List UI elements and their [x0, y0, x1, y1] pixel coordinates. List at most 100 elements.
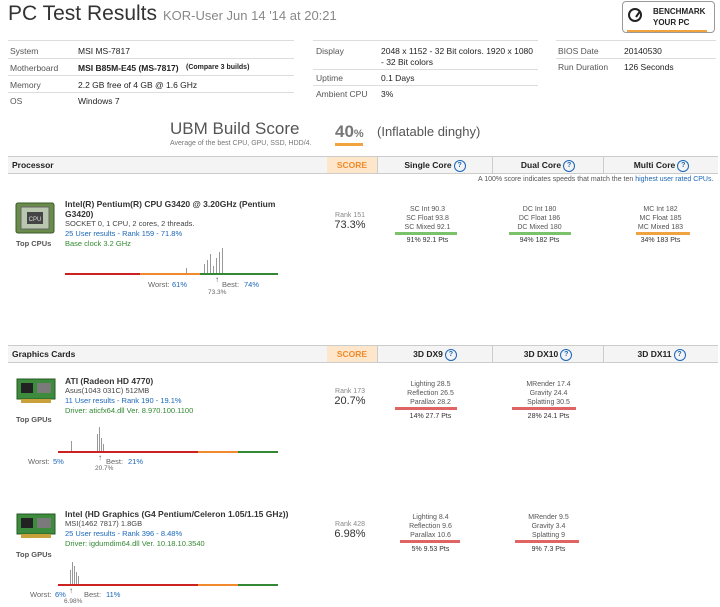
cpu-chip-icon: CPU: [15, 201, 55, 235]
dist-bar: [74, 566, 75, 584]
gpu-name[interactable]: Intel (HD Graphics (G4 Pentium/Celeron 1…: [65, 509, 289, 519]
cpu-name-2[interactable]: G3420): [65, 209, 94, 219]
dx9-header: 3D DX9?: [377, 346, 492, 362]
sc-float: SC Float 93.8: [406, 215, 449, 222]
gpu-best-value[interactable]: 21%: [128, 457, 144, 466]
dist-bar: [186, 268, 187, 273]
gpu-rank: Rank 173: [335, 388, 365, 395]
divider: [8, 40, 294, 41]
dx11-header: 3D DX11?: [603, 346, 719, 362]
dc-int: DC Int 180: [522, 206, 557, 213]
multi-core-points: 34% 183 Pts: [640, 237, 681, 244]
gpu-user-results-link[interactable]: 11 User results - Rank 190 - 19.1%: [65, 396, 182, 405]
note-suffix: .: [711, 176, 714, 183]
ambient-cpu-value: 3%: [381, 89, 394, 99]
score-column-header: SCORE: [327, 346, 377, 362]
divider: [8, 75, 294, 76]
divider: [313, 69, 538, 70]
dx9-lighting: Lighting 8.4: [412, 514, 449, 521]
uptime-value: 0.1 Days: [381, 73, 415, 83]
dual-core-header: Dual Core?: [492, 157, 603, 173]
ubm-percent: 40%: [335, 122, 364, 142]
help-icon[interactable]: ?: [563, 159, 576, 172]
gpu-worst-value[interactable]: 5%: [53, 457, 64, 466]
gpu-user-results-link[interactable]: 25 User results - Rank 396 - 8.48%: [65, 529, 183, 538]
help-icon[interactable]: ?: [453, 159, 466, 172]
page-title: PC Test Results KOR-User Jun 14 '14 at 20…: [8, 2, 337, 26]
benchmark-your-pc-button[interactable]: BENCHMARK YOUR PC: [622, 1, 715, 33]
help-icon[interactable]: ?: [560, 348, 573, 361]
gpu-best-value[interactable]: 11%: [106, 590, 121, 599]
dx10-label: 3D DX10: [523, 349, 559, 359]
gpu-worst-value[interactable]: 6%: [55, 590, 66, 599]
dual-core-label: Dual Core: [520, 160, 562, 170]
cpu-best-value[interactable]: 74%: [244, 280, 260, 289]
divider: [556, 58, 716, 59]
gauge-icon: [628, 8, 642, 22]
gpu-score-value: 6.98%: [334, 528, 366, 540]
sc-mixed: SC Mixed 92.1: [404, 224, 451, 231]
gpu-name[interactable]: ATI (Radeon HD 4770): [65, 376, 154, 386]
marker-arrow-icon: ↑: [215, 275, 219, 284]
top-cpus-label[interactable]: Top CPUs: [16, 239, 52, 248]
ubm-build-name: (Inflatable dinghy): [377, 124, 481, 139]
divider: [313, 40, 538, 41]
dx9-reflection: Reflection 26.5: [407, 390, 454, 397]
single-core-points: 91% 92.1 Pts: [406, 237, 449, 244]
gpu-card-icon: [15, 510, 57, 540]
dx10-header: 3D DX10?: [492, 346, 603, 362]
gpu-worst-label: Worst:: [30, 590, 52, 599]
help-icon[interactable]: ?: [444, 348, 457, 361]
page-title-text: PC Test Results: [8, 2, 157, 25]
gpu-card-icon: [15, 375, 57, 405]
cpu-name-1[interactable]: Intel(R) Pentium(R) CPU G3420 @ 3.20GHz …: [65, 199, 276, 209]
cpu-score-value: 73.3%: [334, 219, 366, 231]
score-note: A 100% score indicates speeds that match…: [478, 176, 713, 183]
gpu-score: Rank 428 6.98%: [330, 521, 370, 540]
uptime-label: Uptime: [316, 73, 343, 83]
divider: [556, 40, 716, 41]
note-text: A 100% score indicates speeds that match…: [478, 176, 636, 183]
bios-date-label: BIOS Date: [558, 46, 599, 56]
bench-line2: YOUR PC: [653, 18, 690, 27]
cpu-worst-label: Worst:: [148, 280, 170, 289]
gpu-driver: Driver: igdumdim64.dll Ver. 10.18.10.354…: [65, 539, 205, 548]
compare-builds-link[interactable]: (Compare 3 builds): [186, 64, 250, 71]
bench-line1: BENCHMARK: [653, 7, 706, 16]
top-gpus-label[interactable]: Top GPUs: [16, 550, 52, 559]
dx10-mrender: MRender 9.5: [528, 514, 569, 521]
top-gpus-label[interactable]: Top GPUs: [16, 415, 52, 424]
dist-mid-segment: [140, 273, 200, 275]
dist-best-segment: [238, 451, 278, 453]
graphics-section-header: Graphics Cards SCORE 3D DX9? 3D DX10? 3D…: [8, 345, 718, 363]
cpu-user-results-link[interactable]: 25 User results - Rank 159 - 71.8%: [65, 229, 183, 238]
dx9-parallax: Parallax 10.6: [410, 532, 451, 539]
cpu-rank: Rank 151: [335, 212, 365, 219]
dx9-points: 5% 9.53 Pts: [411, 546, 450, 553]
dist-bar: [216, 258, 217, 273]
gpu-score: Rank 173 20.7%: [330, 388, 370, 407]
gpu-info: ATI (Radeon HD 4770) Asus(1043 031C) 512…: [65, 376, 193, 416]
dist-bar: [213, 266, 214, 273]
dual-core-results: DC Int 180 DC Float 186 DC Mixed 180: [497, 205, 582, 232]
dc-float: DC Float 186: [518, 215, 561, 222]
cpu-worst-value[interactable]: 61%: [172, 280, 188, 289]
help-icon[interactable]: ?: [677, 159, 690, 172]
dist-bar: [97, 434, 98, 451]
bench-underline: [627, 30, 707, 32]
help-icon[interactable]: ?: [673, 348, 686, 361]
top-cpus-link[interactable]: highest user rated CPUs: [635, 176, 712, 183]
dx10-results: MRender 17.4 Gravity 24.4 Splatting 30.5: [506, 380, 591, 407]
dist-mid-segment: [198, 451, 238, 453]
dist-bar: [204, 264, 205, 273]
mc-float: MC Float 185: [639, 215, 682, 222]
dx9-bar: [395, 407, 457, 410]
dist-worst-segment: [58, 584, 198, 586]
dx9-results: Lighting 28.5 Reflection 26.5 Parallax 2…: [388, 380, 473, 407]
dx11-label: 3D DX11: [637, 349, 672, 359]
dist-bar: [101, 438, 102, 451]
ubm-percent-bar: [335, 143, 363, 146]
divider: [8, 92, 294, 93]
dx9-lighting: Lighting 28.5: [410, 381, 451, 388]
single-core-label: Single Core: [404, 160, 452, 170]
